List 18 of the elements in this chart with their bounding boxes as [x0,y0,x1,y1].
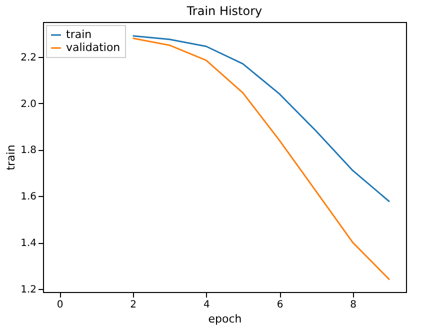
y-tick-label: 1.6 [20,192,36,203]
legend-label: validation [66,41,120,54]
line-series [132,38,390,280]
y-tick-label: 2.2 [20,52,36,64]
chart-title: Train History [186,4,262,18]
legend-label: train [66,28,92,41]
y-axis-title: train [4,144,18,170]
x-tick-label: 2 [130,300,137,310]
y-tick-label: 2.0 [20,98,36,110]
x-axis-title: epoch [208,312,242,326]
x-tick-label: 0 [56,300,64,310]
y-tick-label: 1.4 [20,238,36,250]
line-series [132,35,390,202]
y-tick-label: 1.2 [20,284,36,296]
x-tick-label: 4 [203,300,210,310]
x-tick-label: 8 [350,300,357,310]
y-tick-label: 1.8 [20,145,36,156]
x-tick-label: 6 [276,300,284,310]
